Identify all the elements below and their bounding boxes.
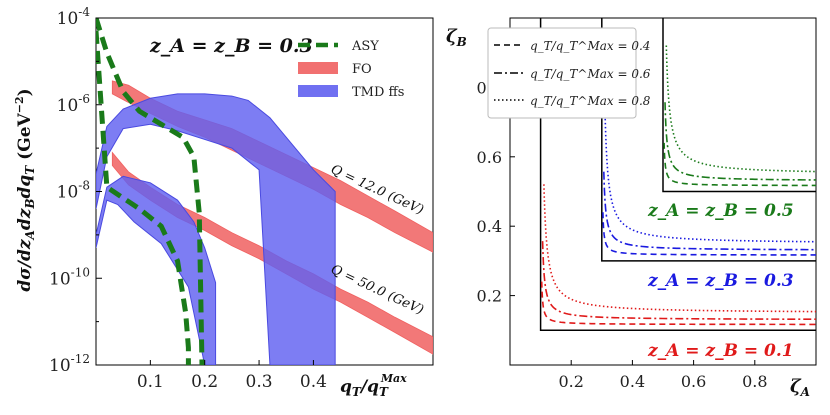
left-xtick-label-3: 0.4	[300, 372, 327, 392]
legend-asy-label: ASY	[351, 39, 379, 54]
legend-dashed-label: q_T/q_T^Max = 0.4	[530, 39, 650, 53]
asy-curve-5	[96, 30, 191, 365]
legend-tmd-label: TMD ffs	[352, 85, 404, 100]
left-bands	[96, 80, 433, 365]
right-ylabel: ζB	[446, 26, 467, 49]
left-xtick-label-1: 0.2	[191, 372, 218, 392]
curve-dashdot-1	[603, 171, 816, 251]
right-xtick-label-0: 0.2	[558, 372, 583, 391]
curve-dashed-2	[540, 281, 816, 326]
right-ytick-label-1: 0.4	[477, 217, 502, 236]
legend-dashdot-label: q_T/q_T^Max = 0.6	[530, 67, 651, 81]
right-ytick-label-2: 0.6	[477, 148, 502, 167]
group-label-z01: z_A = z_B = 0.1	[647, 341, 794, 361]
left-lines	[96, 18, 205, 365]
right-xtick-label-1: 0.4	[620, 372, 645, 391]
legend-fo-label: FO	[352, 62, 372, 77]
legend-fo-swatch	[298, 62, 338, 74]
left-legend: ASY FO TMD ffs	[298, 39, 404, 100]
left-ylabel: dσ/dzAdzBdqT (GeV−2)	[13, 88, 37, 291]
right-panel: 0.20.40.60.80.20.40.60.8 q_T/q_T^Max = 0…	[446, 17, 817, 399]
right-xtick-label-2: 0.6	[681, 372, 706, 391]
threshold-corner-2	[539, 18, 816, 332]
right-lines	[539, 18, 816, 332]
left-title-text: z_A = z_B = 0.3	[149, 35, 313, 57]
right-xtick-label-3: 0.8	[742, 372, 767, 391]
left-ticks: 0.1 0.2 0.3 0.4 10-12 10-10 10-8 10-6 10-4	[49, 5, 327, 392]
left-xtick-label-2: 0.3	[246, 372, 273, 392]
left-xlabel: qT/qTMax	[340, 372, 407, 399]
curve-dotted-2	[543, 184, 816, 313]
group-label-z05: z_A = z_B = 0.5	[647, 201, 794, 221]
tmd-band-2	[96, 93, 336, 365]
left-title: z_A = z_B = 0.3	[149, 35, 313, 57]
left-panel: 0.1 0.2 0.3 0.4 10-12 10-10 10-8 10-6 10-4 z_A =…	[13, 5, 434, 399]
legend-tmd-swatch	[298, 85, 338, 97]
threshold-corner-0	[662, 18, 816, 193]
right-legend-box	[487, 27, 637, 119]
legend-dotted-label: q_T/q_T^Max = 0.8	[530, 94, 651, 108]
asy-curve-4	[96, 18, 205, 365]
curve-dashed-1	[602, 212, 816, 256]
right-xlabel: ζA	[790, 376, 810, 399]
left-ytick-label-2: 10-8	[57, 179, 90, 203]
tmd-band-3	[96, 175, 217, 365]
left-xtick-label-0: 0.1	[137, 372, 164, 392]
curve-dashdot-0	[664, 102, 816, 181]
right-legend: q_T/q_T^Max = 0.4 q_T/q_T^Max = 0.6 q_T/…	[487, 27, 651, 119]
left-ytick-label-3: 10-6	[57, 92, 90, 116]
curve-dotted-0	[665, 45, 816, 173]
left-ytick-label-0: 10-12	[49, 352, 90, 376]
left-ytick-label-1: 10-10	[49, 265, 90, 289]
right-ytick-label-0: 0.2	[477, 287, 502, 306]
curve-dashed-0	[663, 142, 816, 187]
group-label-z03: z_A = z_B = 0.3	[647, 271, 794, 291]
left-ytick-label-4: 10-4	[57, 5, 91, 29]
